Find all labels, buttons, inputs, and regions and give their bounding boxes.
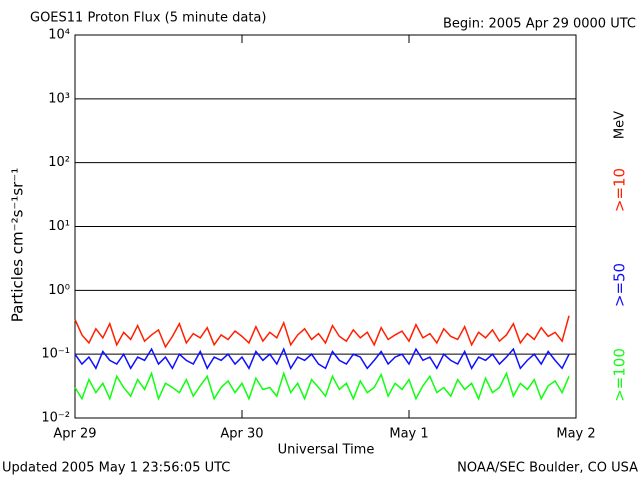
legend-label: >=50 [611,263,629,307]
series-line [74,347,570,371]
legend-label: >=100 [611,348,629,402]
chart-subtitle: Begin: 2005 Apr 29 0000 UTC [443,17,636,32]
series-line [74,371,570,401]
legend-label: >=10 [611,168,629,212]
y-tick-label: 10³ [48,91,70,106]
x-axis-label: Universal Time [278,443,375,458]
unit-label: MeV [613,111,628,139]
y-tick-label: 10⁰ [48,283,70,298]
series-line [74,315,570,349]
footer-right: NOAA/SEC Boulder, CO USA [457,461,638,476]
y-tick-label: 10⁻² [41,411,70,426]
y-tick-label: 10⁻¹ [41,347,70,362]
x-tick-label: May 1 [389,427,428,442]
y-tick-label: 10¹ [48,219,70,234]
y-tick-label: 10² [48,155,70,170]
x-tick-label: Apr 30 [220,427,263,442]
y-tick-label: 10⁴ [48,28,70,43]
x-tick-label: May 2 [556,427,595,442]
y-axis-label: Particles cm⁻²s⁻¹sr⁻¹ [9,168,27,322]
chart-title: GOES11 Proton Flux (5 minute data) [30,11,266,26]
x-tick-label: Apr 29 [53,427,96,442]
footer-left: Updated 2005 May 1 23:56:05 UTC [2,461,230,476]
